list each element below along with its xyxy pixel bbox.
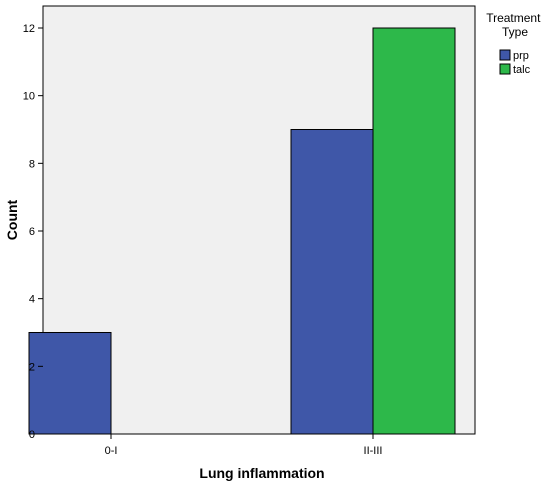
legend-label-talc: talc [513, 64, 531, 76]
legend-swatch-prp [499, 49, 511, 61]
legend-title: Treatment Type [486, 11, 544, 39]
x-tick-label: 0-I [105, 445, 118, 457]
bar-talc-1 [372, 27, 456, 435]
x-axis: 0-I II-III [105, 434, 383, 457]
x-axis-label: Lung inflammation [199, 465, 324, 481]
y-tick-label: 8 [29, 158, 35, 170]
legend-title-text: Treatment [486, 11, 541, 25]
legend-swatch-talc [499, 63, 511, 75]
legend-label-prp: prp [513, 50, 529, 62]
bars-layer [28, 27, 456, 435]
bar-prp-1 [290, 129, 374, 435]
y-axis: 0 2 4 6 8 10 12 [23, 23, 43, 441]
y-tick-label: 6 [29, 226, 35, 238]
legend-items: prp talc [499, 49, 531, 76]
y-tick-label: 2 [29, 361, 35, 373]
y-tick-label: 12 [23, 23, 35, 35]
y-tick-label: 4 [29, 294, 35, 306]
y-tick-label: 10 [23, 91, 35, 103]
x-tick-label: II-III [364, 445, 383, 457]
legend: Treatment Type prp talc [486, 11, 544, 76]
legend-title-text-line2: Type [502, 25, 528, 39]
y-axis-label: Count [4, 199, 20, 240]
bar-prp-0 [28, 332, 112, 435]
y-tick-label: 0 [29, 429, 35, 441]
